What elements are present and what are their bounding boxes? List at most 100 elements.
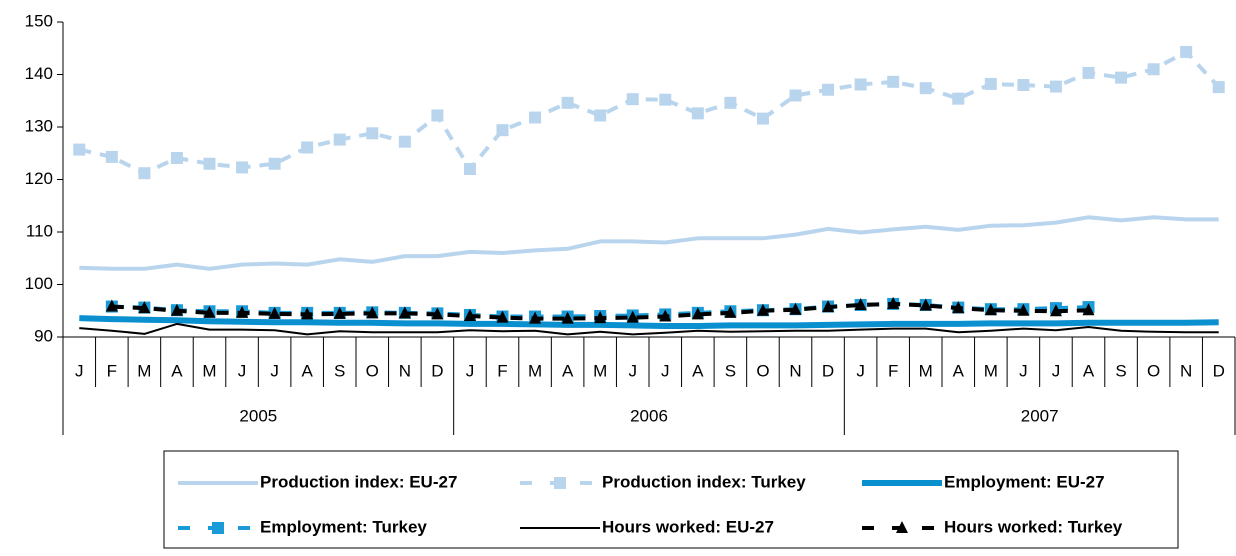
marker: [952, 301, 965, 314]
y-tick-label: 100: [25, 274, 53, 293]
year-label: 2006: [630, 406, 668, 425]
legend-label: Employment: EU-27: [944, 472, 1105, 491]
marker: [691, 307, 704, 320]
x-tick-label: J: [466, 361, 475, 380]
x-tick-label: M: [919, 361, 933, 380]
y-tick-label: 90: [34, 326, 53, 345]
marker: [431, 109, 444, 122]
marker: [1017, 79, 1030, 91]
legend-label: Employment: Turkey: [260, 517, 427, 536]
marker: [919, 298, 932, 311]
marker: [138, 167, 151, 180]
legend-label: Hours worked: EU-27: [602, 517, 774, 536]
marker: [496, 124, 509, 137]
marker: [756, 303, 769, 316]
legend-box: [163, 450, 1179, 549]
marker: [887, 296, 900, 309]
marker: [854, 297, 867, 310]
marker: [366, 127, 379, 140]
marker: [594, 109, 607, 122]
x-tick-label: S: [725, 361, 736, 380]
marker: [301, 141, 314, 154]
marker: [1180, 45, 1193, 58]
marker: [529, 311, 542, 324]
series-line: [78, 49, 1221, 176]
x-tick-label: A: [171, 361, 183, 380]
marker: [496, 310, 509, 323]
legend-label: Hours worked: Turkey: [944, 517, 1123, 536]
marker: [1115, 71, 1128, 84]
x-tick-label: J: [1019, 361, 1028, 380]
marker: [73, 143, 86, 156]
marker: [626, 93, 639, 106]
marker: [984, 303, 997, 316]
x-tick-label: A: [562, 361, 574, 380]
marker: [1049, 80, 1062, 93]
series-line: [79, 322, 1219, 336]
x-tick-label: A: [953, 361, 965, 380]
marker: [659, 93, 672, 106]
legend-label: Production index: EU-27: [260, 472, 457, 491]
x-tick-label: F: [497, 361, 507, 380]
marker: [1049, 304, 1062, 317]
y-tick-label: 110: [26, 221, 53, 240]
year-label: 2007: [1021, 406, 1059, 425]
marker: [333, 306, 346, 319]
x-tick-label: M: [528, 361, 542, 380]
marker: [268, 306, 281, 319]
marker: [594, 311, 607, 324]
marker: [268, 157, 281, 170]
x-tick-label: M: [593, 361, 607, 380]
marker: [984, 77, 997, 90]
marker: [203, 305, 216, 318]
x-tick-label: F: [888, 361, 898, 380]
marker: [952, 92, 965, 105]
x-tick-label: J: [75, 361, 84, 380]
marker: [896, 521, 908, 533]
marker: [1147, 63, 1160, 76]
x-tick-label: D: [822, 361, 834, 380]
marker: [554, 477, 566, 489]
x-tick-label: D: [431, 361, 443, 380]
x-tick-label: J: [238, 361, 247, 380]
marker: [659, 309, 672, 322]
marker: [105, 299, 118, 312]
marker: [301, 307, 314, 320]
marker: [431, 307, 444, 320]
x-tick-label: O: [366, 361, 379, 380]
marker: [561, 96, 574, 109]
marker: [724, 305, 737, 318]
marker: [887, 75, 900, 88]
marker: [1017, 303, 1030, 316]
year-label: 2005: [239, 406, 277, 425]
y-tick-label: 130: [25, 116, 53, 135]
x-tick-label: A: [692, 361, 704, 380]
marker: [724, 96, 737, 109]
legend-label: Production index: Turkey: [602, 472, 806, 491]
x-tick-label: N: [399, 361, 411, 380]
marker: [170, 303, 183, 316]
x-tick-label: A: [1083, 361, 1095, 380]
x-tick-label: N: [1180, 361, 1192, 380]
marker: [236, 305, 249, 318]
x-tick-label: J: [661, 361, 670, 380]
y-tick-label: 120: [25, 169, 53, 188]
x-tick-label: F: [107, 361, 117, 380]
marker: [789, 302, 802, 315]
x-tick-label: J: [1052, 361, 1061, 380]
x-tick-label: O: [756, 361, 769, 380]
marker: [1082, 66, 1095, 79]
marker: [822, 83, 835, 96]
marker: [822, 300, 835, 313]
x-tick-label: S: [334, 361, 345, 380]
marker: [919, 82, 932, 95]
x-tick-label: N: [789, 361, 801, 380]
marker: [1082, 303, 1095, 316]
series-line: [79, 315, 1219, 329]
marker: [854, 78, 867, 91]
x-tick-label: M: [137, 361, 151, 380]
marker: [236, 161, 249, 174]
marker: [138, 301, 151, 314]
